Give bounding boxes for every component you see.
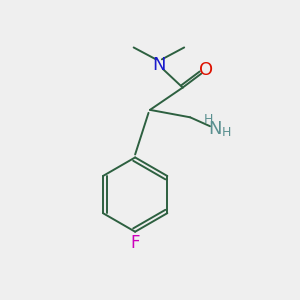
Text: O: O	[200, 61, 214, 79]
Text: F: F	[130, 234, 140, 252]
Text: H: H	[222, 126, 231, 139]
Text: H: H	[203, 113, 213, 126]
Text: N: N	[152, 56, 166, 74]
Text: N: N	[208, 120, 222, 138]
